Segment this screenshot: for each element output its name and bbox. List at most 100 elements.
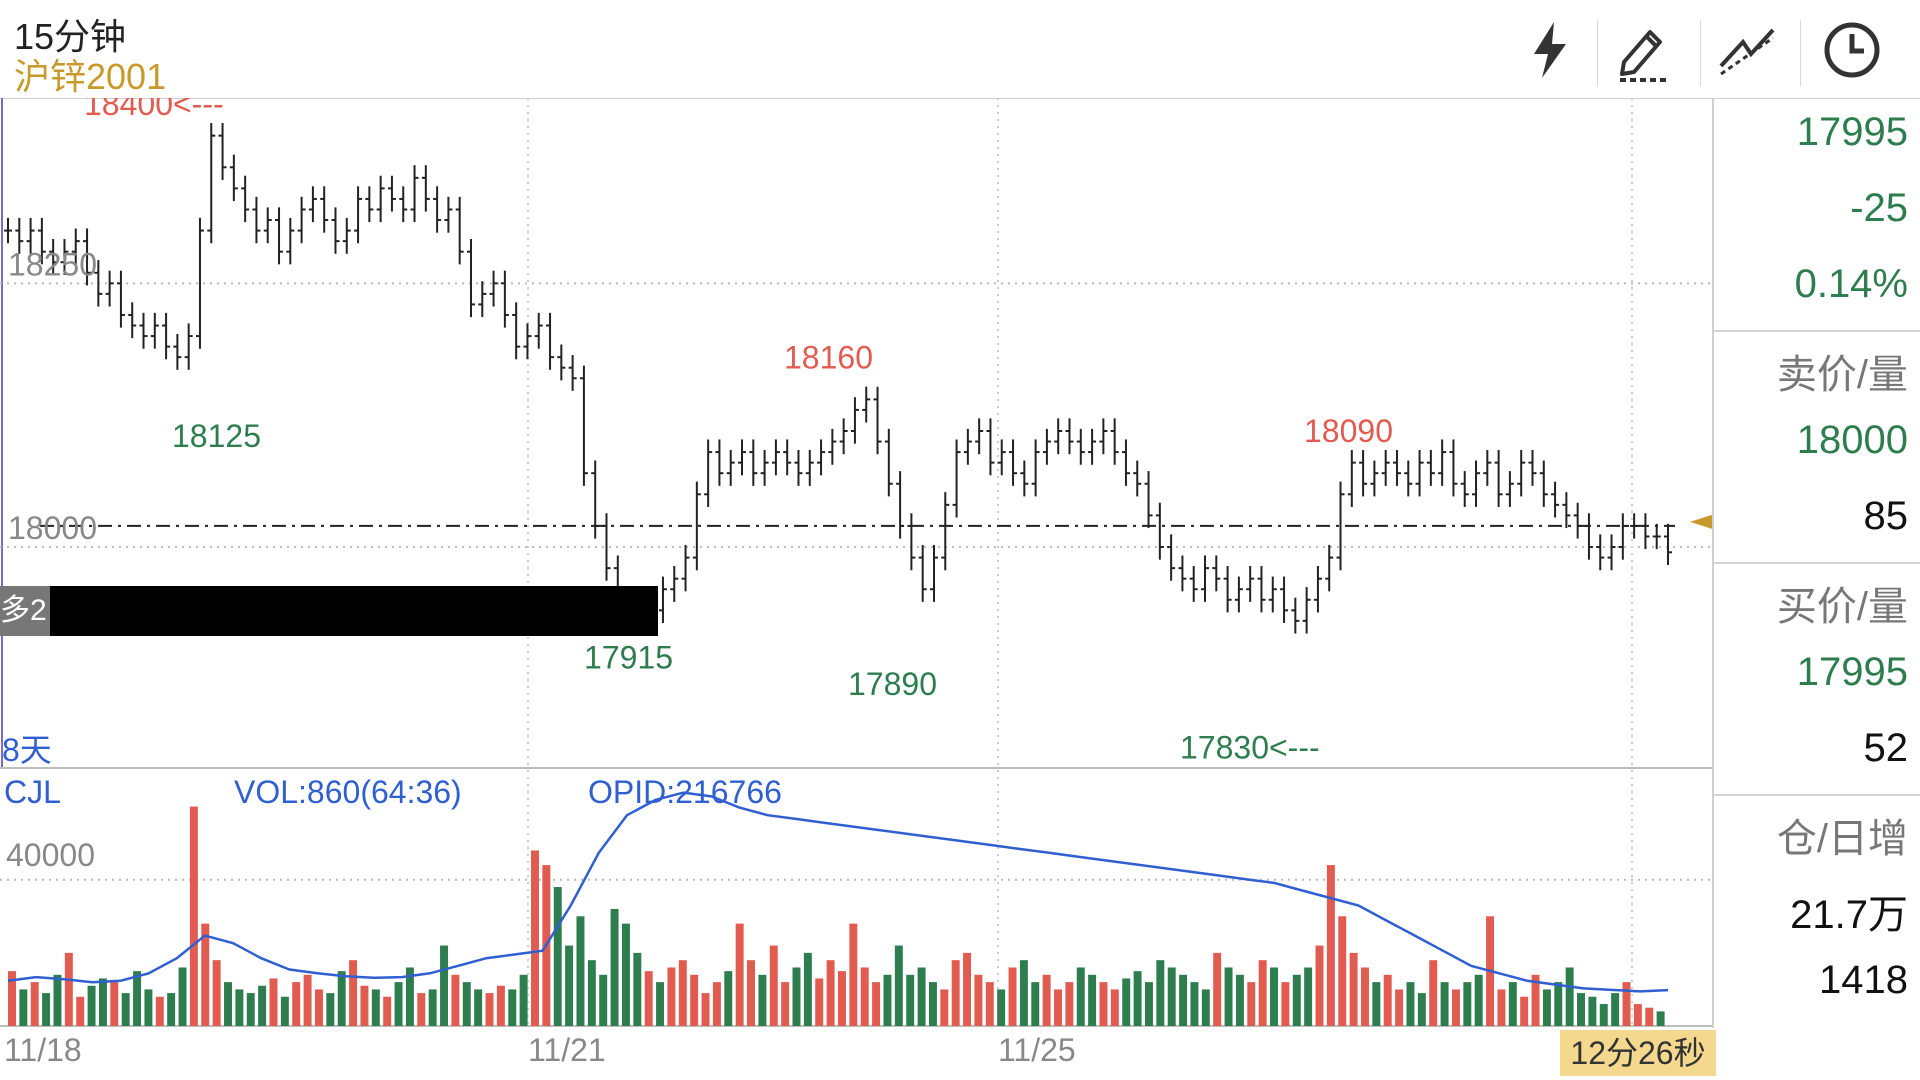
volume-bar [1201,989,1210,1026]
volume-bar [1281,982,1290,1026]
price-change: -25 [1850,186,1908,230]
volume-bar [1588,996,1597,1026]
volume-bar [1497,989,1506,1026]
volume-bar [1577,993,1585,1026]
volume-bar [849,923,858,1026]
volume-bar [1065,982,1074,1026]
volume-bar [735,923,744,1026]
volume-bar [405,967,414,1026]
volume-bar [1156,960,1165,1026]
volume-bar [678,960,687,1026]
redaction-bar [50,586,658,636]
high-annotation: 18400<--- [84,98,224,122]
symbol-name[interactable]: 沪锌2001 [14,56,167,97]
volume-bar [394,982,403,1026]
volume-bar [997,989,1006,1026]
volume-bar [474,989,483,1026]
volume-bar [838,971,846,1026]
high-annotation: 18090 [1304,413,1393,449]
volume-bar [201,923,210,1026]
period-days-label: 8天 [2,732,52,768]
draw-icon[interactable] [1610,16,1678,84]
volume-bar [440,945,449,1026]
volume-bar [1451,989,1460,1026]
bid-volume: 52 [1863,726,1909,770]
volume-bar [1326,865,1335,1026]
volume-bar [371,989,380,1026]
volume-bar [1611,993,1620,1026]
period-selector[interactable]: 15分钟 [14,16,127,57]
volume-bar [1554,982,1563,1026]
clock-icon[interactable] [1818,16,1886,84]
volume-bar [894,945,903,1026]
volume-bar [667,967,676,1026]
volume-bar [883,974,892,1026]
oi-legend: OPID:216766 [588,774,782,810]
volume-bar [917,967,926,1026]
volume-bar [1019,960,1028,1026]
volume-bar [496,985,505,1026]
low-annotation: 17915 [584,640,673,676]
x-tick-label: 11/18 [4,1032,82,1068]
volume-bar [747,960,755,1026]
volume-bar [1144,982,1153,1026]
volume-bar [224,982,232,1026]
price-candles [4,122,1672,634]
chart-area[interactable]: 18250 18000 18400<--- 18125 18160 17915 … [0,98,1712,1080]
volume-bar [303,974,312,1026]
oi-change: 1418 [1819,958,1908,1002]
volume-bar [531,850,539,1026]
volume-bar [19,989,28,1026]
volume-bar [1099,982,1108,1026]
countdown-timer: 12分26秒 [1560,1030,1716,1076]
oi-line [7,791,1669,993]
volume-bar [1213,952,1222,1026]
volume-bar [1429,960,1438,1026]
change-percent: 0.14% [1794,262,1908,306]
bid-price: 17995 [1796,650,1908,694]
volume-bar [280,996,289,1026]
volume-bar [178,967,187,1026]
chart-canvas[interactable]: 18250 18000 18400<--- 18125 18160 17915 … [0,98,1712,1080]
quote-panel: 17995 -25 0.14% 卖价/量 18000 85 买价/量 17995… [1712,98,1920,1028]
volume-bar [155,996,164,1026]
volume-bar [701,993,710,1026]
volume-bar [246,993,255,1026]
high-annotation: 18160 [784,339,873,375]
volume-bar [53,974,62,1026]
volume-y-tick: 40000 [6,837,95,873]
volume-bar [133,971,142,1026]
volume-bar [690,974,699,1026]
volume-bar [1315,945,1324,1026]
price-marker-icon [1690,514,1712,529]
volume-bar [1599,1004,1608,1026]
volume-bar [940,989,949,1026]
ask-volume: 85 [1863,494,1909,538]
volume-bar [519,974,528,1026]
toolbar-divider [1700,20,1701,86]
volume-bar [1031,982,1040,1026]
volume-bar [121,993,130,1026]
volume-bar [87,985,96,1026]
oi-label: 仓/日增 [1776,817,1908,861]
gridlines [0,98,1712,1026]
ask-price: 18000 [1796,418,1908,462]
chart-header: 15分钟 沪锌2001 [0,0,1920,99]
volume-bar [815,978,824,1026]
volume-bar [1247,982,1256,1026]
volume-bar [1565,967,1574,1026]
volume-bar [1179,974,1188,1026]
volume-bar [1633,1004,1642,1026]
volume-bar [1383,974,1392,1026]
y-tick-label: 18250 [8,246,97,282]
lightning-icon[interactable] [1516,16,1584,84]
volume-bar [1042,974,1051,1026]
panel-divider [1714,330,1920,332]
volume-bar [269,978,278,1026]
volume-bar [212,960,221,1026]
volume-bar [928,982,937,1026]
ask-label: 卖价/量 [1776,353,1908,397]
volume-bar [1054,989,1062,1026]
volume-bar [792,967,801,1026]
trendline-icon[interactable] [1713,16,1781,84]
